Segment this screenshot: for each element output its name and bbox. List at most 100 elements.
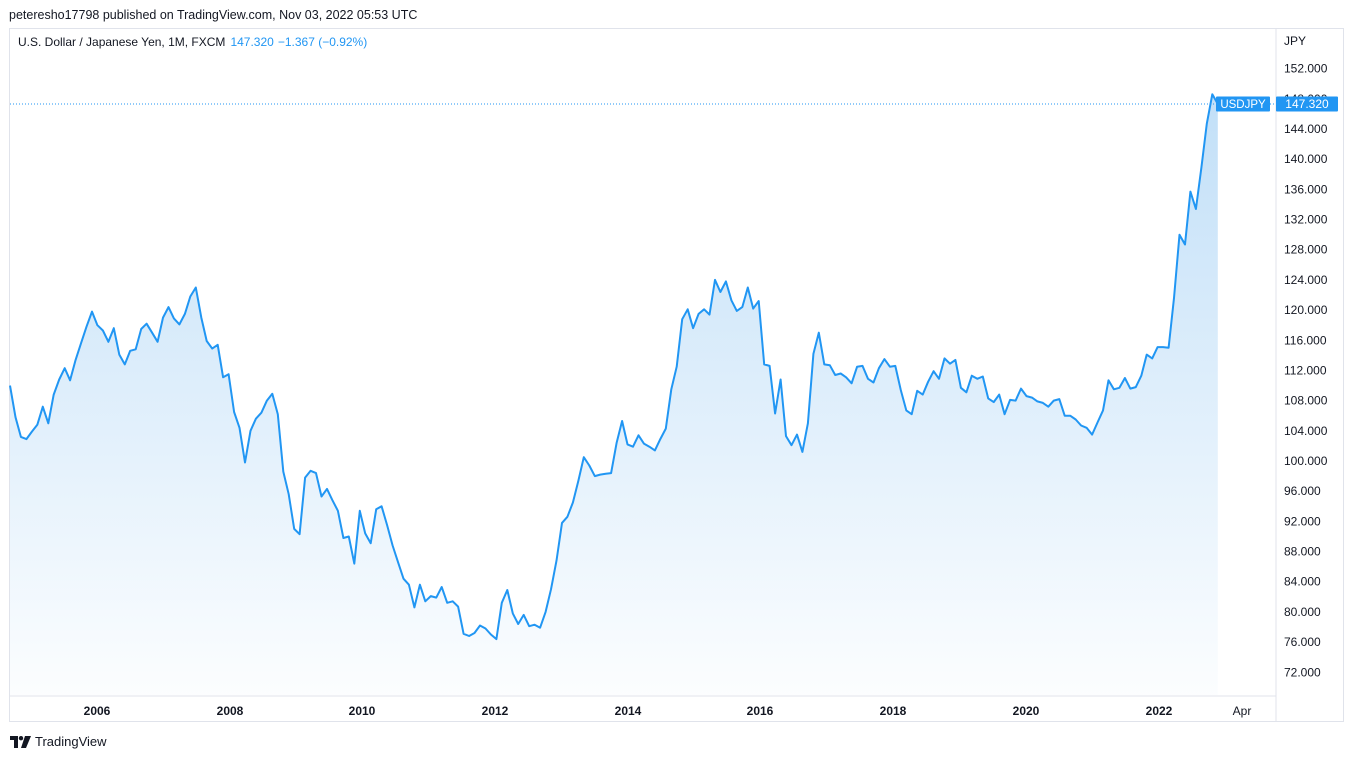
y-tick-label: 76.000 [1284,635,1321,649]
chart-frame[interactable] [9,28,1344,722]
data-point [52,393,55,396]
data-point [1036,400,1039,403]
tradingview-brand[interactable]: TradingView [10,734,107,749]
data-point [555,559,558,562]
data-point [85,325,88,328]
data-point [724,280,727,283]
data-point [254,417,257,420]
y-axis-unit: JPY [1284,34,1306,48]
data-point [774,412,777,415]
data-point [96,324,99,327]
data-point [1178,233,1181,236]
data-point [407,583,410,586]
data-point [1096,421,1099,424]
x-tick-label: 2008 [217,704,244,718]
data-point [648,445,651,448]
data-point [522,613,525,616]
data-point [528,625,531,628]
data-point [1025,395,1028,398]
data-point [211,347,214,350]
data-point [489,633,492,636]
y-tick-label: 112.000 [1284,364,1327,378]
data-point [801,450,804,453]
data-point [375,508,378,511]
data-point [544,610,547,613]
data-point [571,501,574,504]
data-point [227,373,230,376]
data-point [664,427,667,430]
data-point [473,632,476,635]
data-point [446,601,449,604]
data-point [233,411,236,414]
data-point [921,393,924,396]
data-point [178,323,181,326]
data-point [91,310,94,313]
data-point [1211,93,1214,96]
data-point [949,362,952,365]
x-tick-label: 2010 [349,704,376,718]
data-point [25,438,28,441]
data-point [872,381,875,384]
data-point [697,312,700,315]
data-point [621,420,624,423]
data-point [1173,297,1176,300]
data-point [1107,379,1110,382]
data-point [1031,396,1034,399]
x-tick-label: 2022 [1146,704,1173,718]
data-point [1151,357,1154,360]
data-point [615,441,618,444]
data-point [604,472,607,475]
data-point [577,479,580,482]
data-point [63,367,66,370]
data-point [364,532,367,535]
data-point [123,363,126,366]
x-tick-label: Apr [1233,704,1252,718]
data-point [205,340,208,343]
data-point [194,286,197,289]
data-point [653,449,656,452]
data-point [708,313,711,316]
data-point [998,393,1001,396]
data-point [336,509,339,512]
data-point [883,358,886,361]
data-point [1102,409,1105,412]
data-point [954,358,957,361]
data-point [593,475,596,478]
data-point [1047,405,1050,408]
data-point [959,386,962,389]
data-point [987,397,990,400]
data-point [1041,401,1044,404]
data-point [145,322,148,325]
y-tick-label: 136.000 [1284,182,1328,196]
data-point [1058,398,1061,401]
data-point [298,533,301,536]
data-point [752,307,755,310]
data-point [610,472,613,475]
data-point [839,372,842,375]
y-tick-label: 108.000 [1284,394,1328,408]
data-point [1129,387,1132,390]
data-point [293,527,296,530]
data-point [550,588,553,591]
data-point [347,535,350,538]
data-point [779,378,782,381]
data-point [41,405,44,408]
data-point [107,340,110,343]
data-point [222,376,225,379]
data-point [495,638,498,641]
data-point [260,411,263,414]
data-point [309,469,312,472]
brand-name: TradingView [35,734,107,749]
data-point [244,461,247,464]
data-point [413,606,416,609]
data-point [1167,346,1170,349]
series-line-usdjpy[interactable] [9,93,1219,641]
data-point [30,430,33,433]
data-point [189,295,192,298]
data-point [965,391,968,394]
data-point [582,456,585,459]
data-point [183,312,186,315]
data-point [888,365,891,368]
data-point [479,624,482,627]
